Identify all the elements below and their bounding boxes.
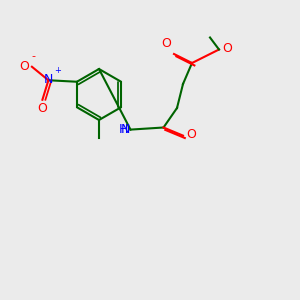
Text: N: N [121,122,130,136]
Text: O: O [38,102,47,115]
Text: O: O [161,38,171,50]
Text: O: O [186,128,196,142]
Text: O: O [20,60,29,73]
Text: O: O [223,42,232,56]
Text: H: H [119,122,128,136]
Text: +: + [54,66,61,75]
Text: N: N [44,73,53,85]
Text: -: - [31,51,35,61]
